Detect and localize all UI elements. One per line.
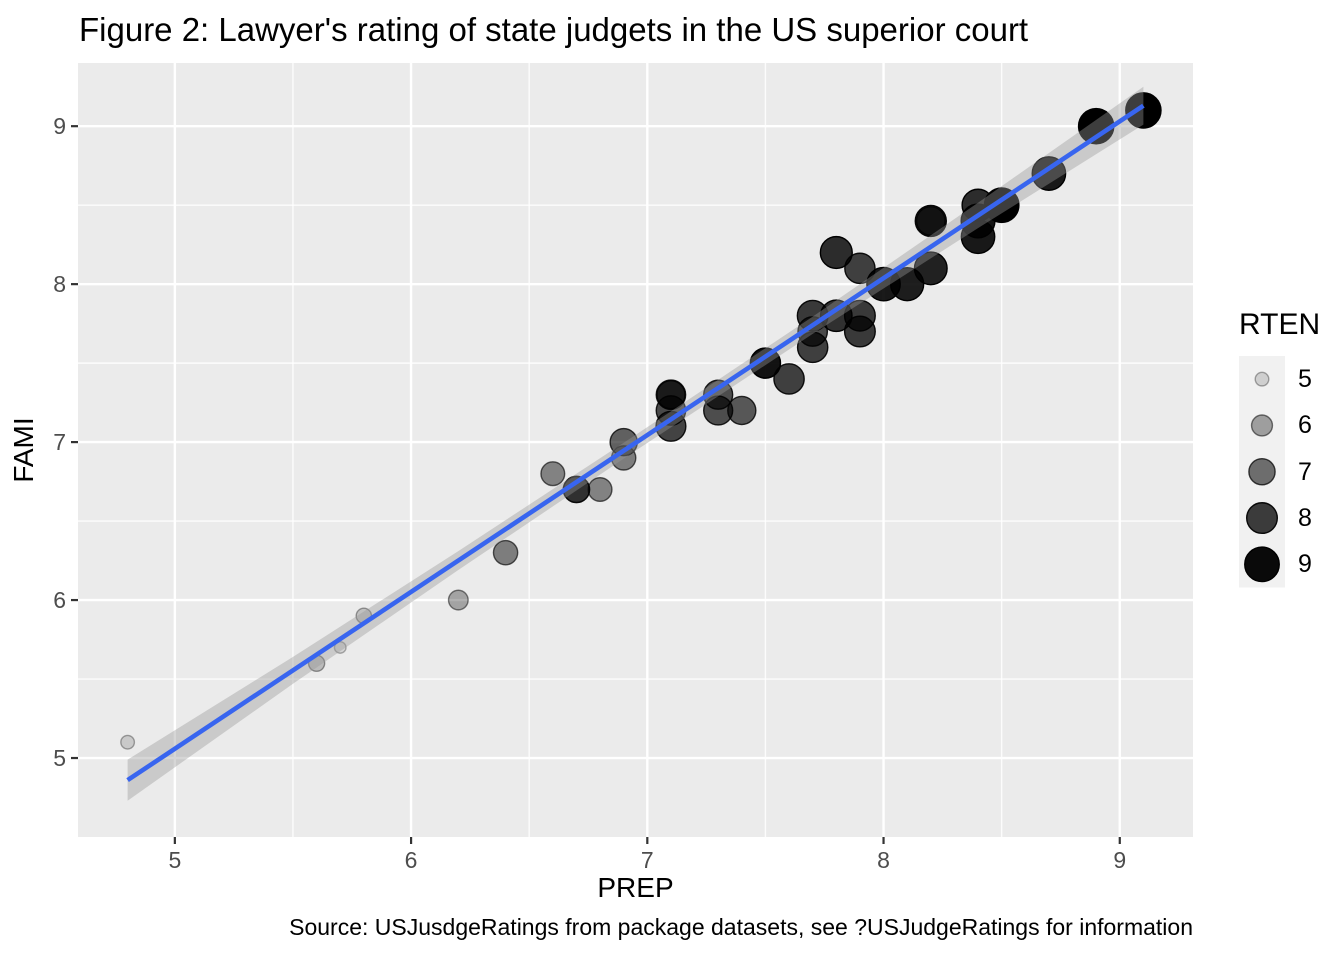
legend-key-dot [1245,502,1279,535]
y-axis-tick-label: 7 [53,429,66,456]
data-point [120,734,136,750]
legend-title: RTEN [1239,308,1321,341]
y-axis-tick-label: 5 [53,745,66,772]
x-axis-tick-label: 7 [640,847,654,873]
y-axis-tick-label: 6 [53,587,66,614]
legend-value-label: 7 [1298,457,1312,486]
legend-key-dot [1250,414,1274,437]
data-point [889,266,925,302]
data-point [587,476,613,503]
data-point [819,299,853,333]
data-point [915,206,946,236]
x-axis-tick-label: 8 [877,847,890,873]
data-point [843,315,876,348]
data-point [773,363,805,395]
data-point [1125,92,1162,129]
data-point [492,539,519,566]
data-point [447,589,469,611]
legend-value-label: 8 [1298,504,1312,533]
x-axis-tick-label: 6 [404,847,418,873]
legend-value-label: 6 [1298,411,1312,440]
x-axis-tick-label: 5 [168,847,182,873]
legend-key-dot [1254,371,1270,387]
legend-value-label: 5 [1298,365,1312,394]
trend-line [126,103,1145,783]
legend-key-dot [1244,546,1280,583]
data-point [727,395,757,426]
chart-title: Figure 2: Lawyer's rating of state judge… [79,11,1029,48]
data-point [913,251,948,286]
data-point [703,379,734,410]
data-point [844,252,876,285]
x-axis-title-label: PREP [597,872,674,903]
chart-caption: Source: USJusdgeRatings from package dat… [289,914,1193,940]
x-axis-title: PREP [0,872,1271,904]
data-point [819,235,853,270]
legend-value-label: 9 [1298,550,1312,579]
legend-key-dot [1248,457,1276,486]
y-axis-tick-label: 8 [53,271,66,298]
y-axis-tick-label: 9 [53,113,66,140]
data-point [540,461,566,487]
data-point [796,331,829,364]
x-axis-tick-label: 9 [1113,847,1127,873]
data-point [656,379,686,410]
data-point [749,347,782,379]
